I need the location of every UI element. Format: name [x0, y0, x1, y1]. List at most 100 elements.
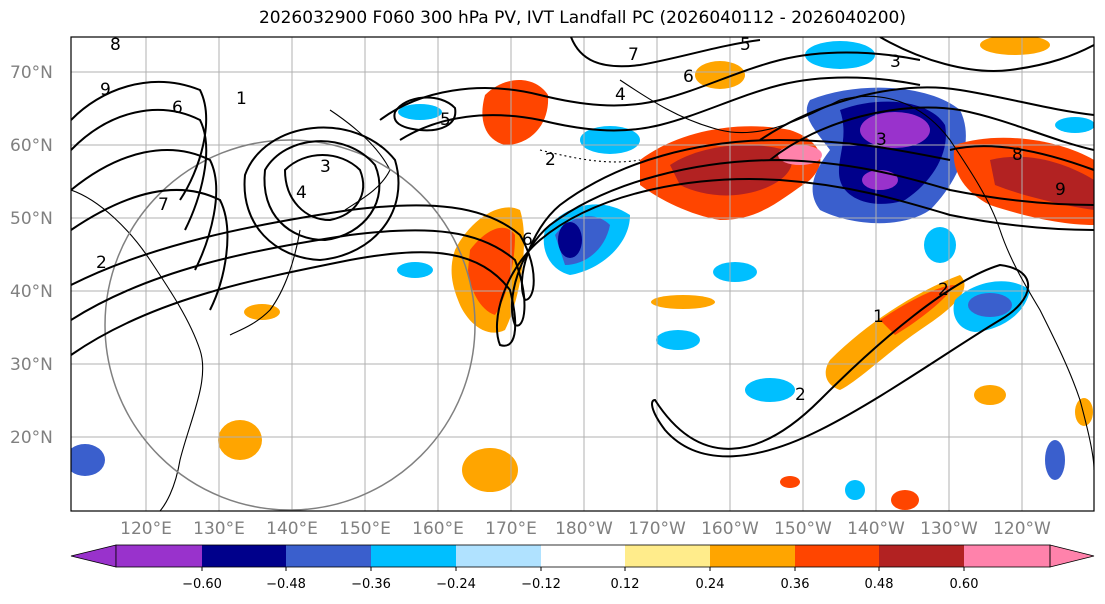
contour-label: 9 — [100, 80, 111, 100]
lat-label: 50°N — [10, 209, 53, 229]
colorbar-bin — [202, 545, 286, 567]
positive-anomaly-bering — [482, 80, 549, 145]
colorbar-bin — [371, 545, 456, 567]
contour-label: 9 — [1055, 180, 1066, 200]
contour-label: 1 — [873, 307, 884, 327]
lon-label: 180°W — [555, 519, 613, 539]
contour-label: 2 — [96, 253, 107, 273]
pv-contour-north-1 — [570, 37, 761, 68]
small-anomaly-20 — [845, 480, 865, 500]
lat-label: 40°N — [10, 282, 53, 302]
contour-label: 3 — [320, 157, 331, 177]
lon-label: 160°W — [701, 519, 759, 539]
contour-label: 2 — [795, 385, 806, 405]
contour-label: 3 — [876, 130, 887, 150]
lat-label: 70°N — [10, 63, 53, 83]
contour-label: 6 — [172, 98, 183, 118]
pv-contour-9 — [71, 81, 208, 201]
pv-contour-trough-2 — [71, 158, 1094, 327]
colorbar-tick-label: 0.24 — [696, 577, 725, 592]
lat-label: 60°N — [10, 136, 53, 156]
coastline-asia — [71, 189, 204, 511]
contour-label: 2 — [938, 280, 949, 300]
contour-label: 6 — [683, 67, 694, 87]
colorbar-tick-label: −0.24 — [436, 577, 476, 592]
colorbar-bin — [964, 545, 1050, 567]
colorbar-tick-label: −0.60 — [182, 577, 222, 592]
colorbar-bin — [710, 545, 795, 567]
colorbar-bin — [879, 545, 964, 567]
pv-contour-trough-3 — [71, 138, 951, 302]
small-anomaly-21 — [780, 476, 800, 488]
lon-label: 170°W — [628, 519, 686, 539]
negative-anomaly-california-core — [968, 293, 1012, 317]
colorbar-tick-label: −0.12 — [521, 577, 561, 592]
small-anomaly-17 — [398, 104, 442, 120]
positive-anomaly-gulf-core — [670, 145, 792, 196]
small-anomaly-8 — [745, 378, 795, 402]
longitude-labels: 120°E 130°E 140°E 150°E 160°E 170°E 180°… — [120, 519, 1051, 539]
contour-label: 1 — [236, 89, 247, 109]
lon-label: 130°W — [920, 519, 978, 539]
colorbar: −0.60 −0.48 −0.36 −0.24 −0.12 0.12 0.24 … — [70, 544, 1095, 592]
latitude-labels: 70°N 60°N 50°N 40°N 30°N 20°N — [10, 63, 53, 448]
negative-anomaly-alaska-peak2 — [862, 170, 898, 190]
pv-contours — [71, 37, 1094, 458]
small-anomaly-22 — [1075, 398, 1093, 426]
colorbar-tick-label: 0.48 — [865, 577, 894, 592]
lon-label: 140°W — [847, 519, 905, 539]
small-anomaly-18 — [580, 126, 640, 154]
pv-contour-6 — [71, 189, 229, 311]
negative-anomaly-dateline-peak — [558, 222, 582, 258]
lat-label: 30°N — [10, 355, 53, 375]
small-anomaly-6 — [218, 420, 262, 460]
colorbar-tick-label: 0.36 — [781, 577, 810, 592]
lon-label: 120°W — [993, 519, 1051, 539]
lon-label: 150°W — [774, 519, 832, 539]
map-frame — [70, 36, 1095, 512]
coastline-japan — [229, 229, 301, 336]
colorbar-bin — [625, 545, 710, 567]
small-anomaly-16 — [980, 37, 1050, 55]
colorbar-bin — [456, 545, 541, 567]
contour-label: 8 — [110, 35, 121, 55]
lon-label: 160°E — [412, 519, 464, 539]
colorbar-tick-labels: −0.60 −0.48 −0.36 −0.24 −0.12 0.12 0.24 … — [182, 577, 978, 592]
contour-label: 6 — [522, 230, 533, 250]
small-anomaly-2 — [656, 330, 700, 350]
small-anomaly-1 — [651, 295, 715, 309]
contour-label: 3 — [890, 52, 901, 72]
small-anomaly-4 — [397, 262, 433, 278]
small-anomaly-12 — [1045, 440, 1065, 480]
pv-contour-ridge-1 — [379, 51, 921, 121]
small-anomaly-13 — [891, 490, 919, 510]
small-anomaly-3 — [713, 262, 757, 282]
pv-contour-7 — [71, 149, 218, 271]
colorbar-extend-right — [1049, 544, 1095, 568]
pv-contour-alaska-2 — [769, 106, 1094, 161]
colorbar-bin — [541, 545, 625, 567]
coastline-alaska — [619, 79, 1001, 231]
lon-label: 140°E — [266, 519, 318, 539]
pv-contour-trough-1 — [71, 178, 1094, 356]
colorbar-bin — [116, 545, 202, 567]
small-anomaly-15 — [805, 41, 875, 69]
contour-labels: 9 8 6 7 5 4 3 2 1 2 6 3 4 5 6 7 8 9 3 2 — [96, 35, 1066, 405]
colorbar-bin — [795, 545, 879, 567]
lon-label: 170°E — [485, 519, 537, 539]
colorbar-tick-label: −0.48 — [266, 577, 306, 592]
contour-label: 7 — [628, 45, 639, 65]
pv-contour-north-2 — [879, 37, 1094, 72]
colorbar-outline — [115, 544, 1051, 568]
pv-contour-low-1 — [283, 154, 365, 222]
colorbar-tick-label: 0.12 — [611, 577, 640, 592]
colorbar-tick-label: 0.60 — [950, 577, 979, 592]
lon-label: 130°E — [193, 519, 245, 539]
small-anomaly-7 — [462, 448, 518, 492]
pv-contour-8 — [71, 109, 208, 231]
contour-label: 5 — [740, 35, 751, 55]
colorbar-tick-label: −0.36 — [351, 577, 391, 592]
pv-contour-high-1 — [393, 96, 457, 132]
pv-contour-subtropical-loop — [651, 263, 1030, 458]
